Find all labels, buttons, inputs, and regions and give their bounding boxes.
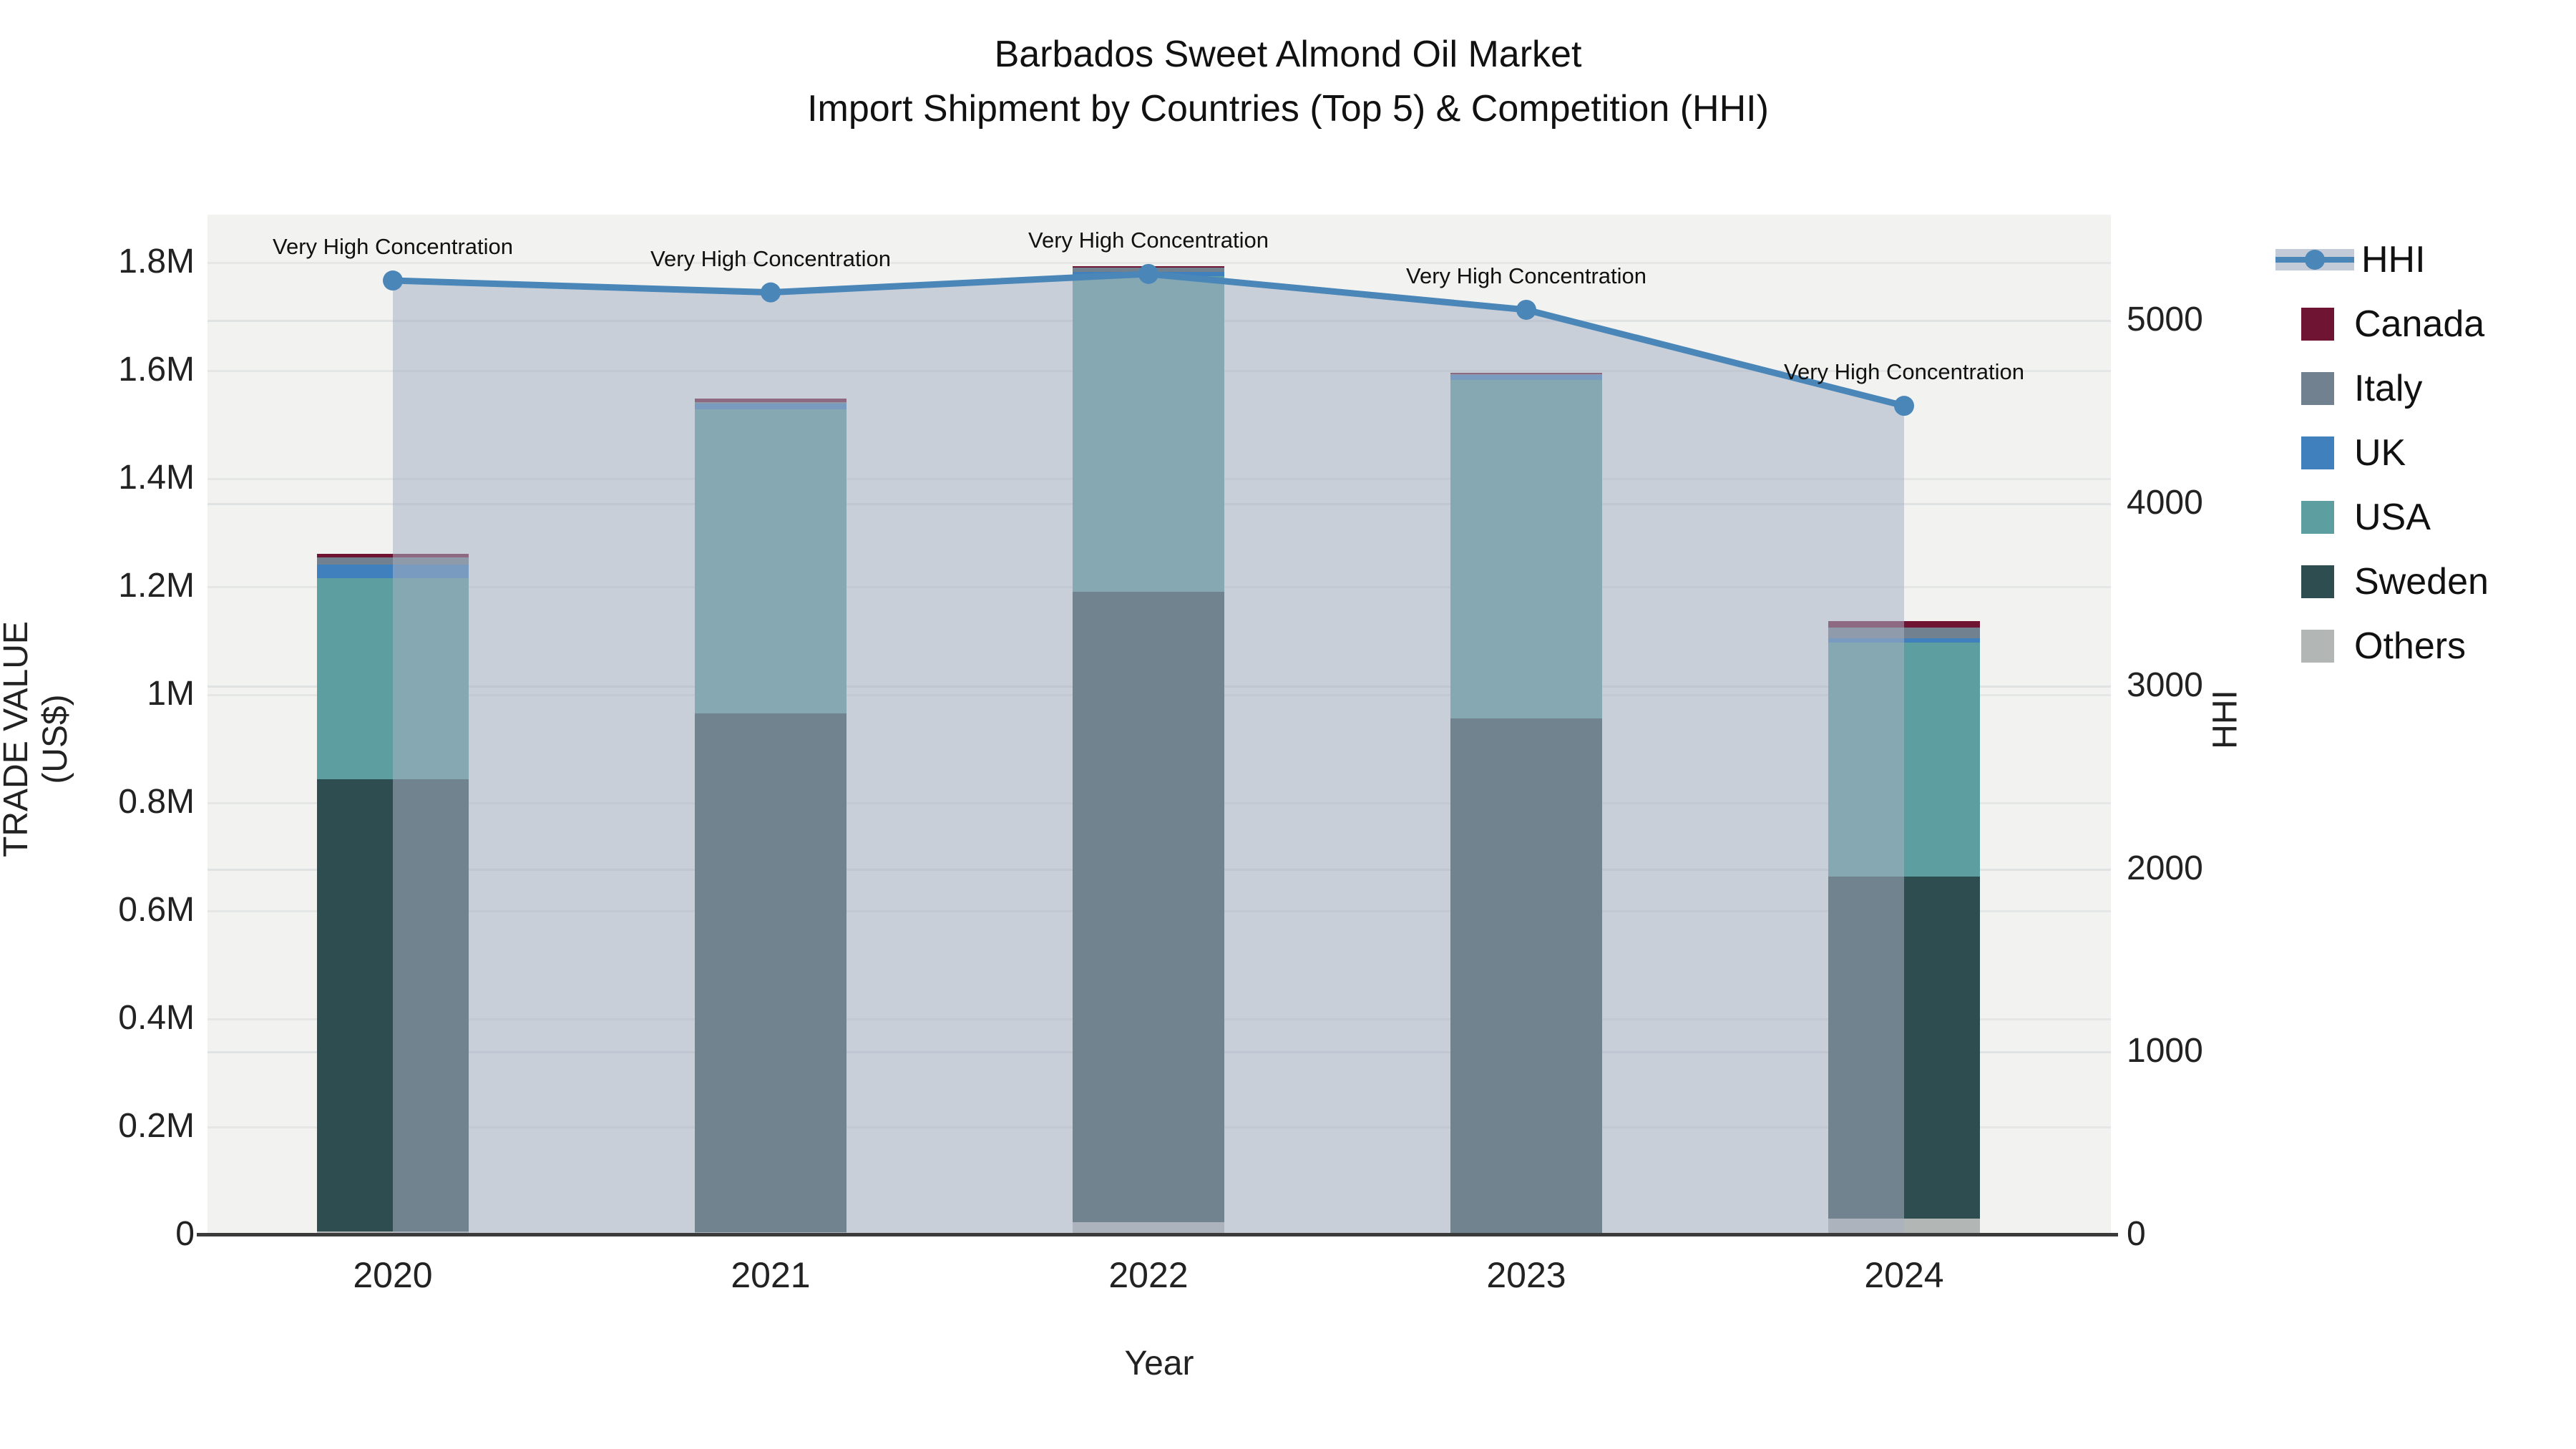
bar-2024-canada <box>1828 621 1980 628</box>
y-tick-left-0.4M: 0.4M <box>118 999 195 1037</box>
bar-2021-canada <box>695 399 847 403</box>
bar-2021-sweden <box>695 713 847 1232</box>
legend-swatch-others <box>2301 630 2334 663</box>
y-axis-title-left: TRADE VALUE (US$) <box>0 620 74 857</box>
legend-item-usa[interactable]: USA <box>2275 485 2489 550</box>
legend-swatch-uk <box>2301 436 2334 469</box>
legend-label-canada: Canada <box>2354 303 2485 345</box>
chart-title: Barbados Sweet Almond Oil Market Import … <box>0 27 2576 136</box>
gridline-value-1.8M <box>208 262 2111 264</box>
bar-2024-italy <box>1828 628 1980 639</box>
bar-2024-uk <box>1828 638 1980 643</box>
bar-2022-canada <box>1073 266 1224 268</box>
x-axis-title: Year <box>1124 1345 1194 1382</box>
legend-item-canada[interactable]: Canada <box>2275 292 2489 356</box>
bar-2022-italy <box>1073 268 1224 273</box>
legend-swatch-canada <box>2301 308 2334 341</box>
annotation-2022: Very High Concentration <box>1028 227 1269 253</box>
legend-swatch-usa <box>2301 501 2334 534</box>
bar-2020-sweden <box>317 779 469 1232</box>
bar-2021-usa <box>695 409 847 714</box>
annotation-2024: Very High Concentration <box>1783 359 2025 385</box>
bar-2023-canada <box>1450 372 1602 375</box>
x-tick-2024: 2024 <box>1864 1255 1944 1295</box>
legend-item-sweden[interactable]: Sweden <box>2275 550 2489 614</box>
x-tick-2021: 2021 <box>731 1255 811 1295</box>
bar-2023-italy <box>1450 374 1602 375</box>
legend-item-others[interactable]: Others <box>2275 614 2489 678</box>
x-axis-line <box>197 1233 2118 1236</box>
bar-2024-usa <box>1828 643 1980 877</box>
bar-2020-italy <box>317 557 469 565</box>
y-tick-left-1M: 1M <box>147 675 195 713</box>
chart-title-line2: Import Shipment by Countries (Top 5) & C… <box>807 88 1769 130</box>
y-tick-right-2000: 2000 <box>2127 849 2203 887</box>
legend-item-hhi[interactable]: HHI <box>2275 228 2489 292</box>
x-tick-2020: 2020 <box>353 1255 433 1295</box>
y-tick-left-1.2M: 1.2M <box>118 567 195 605</box>
bar-2020-canada <box>317 553 469 557</box>
legend-label-usa: USA <box>2354 497 2431 538</box>
bar-2022-uk <box>1073 272 1224 276</box>
y-tick-right-5000: 5000 <box>2127 301 2203 338</box>
bar-2023-usa <box>1450 379 1602 718</box>
hhi-legend-marker <box>2305 250 2325 270</box>
bar-2024-sweden <box>1828 877 1980 1219</box>
legend-label-italy: Italy <box>2354 368 2423 409</box>
bar-2023-uk <box>1450 374 1602 380</box>
y-tick-left-0.8M: 0.8M <box>118 783 195 821</box>
x-tick-2022: 2022 <box>1108 1255 1189 1295</box>
bar-2022-usa <box>1073 275 1224 592</box>
y-tick-right-0: 0 <box>2127 1215 2146 1253</box>
bar-2021-uk <box>695 403 847 410</box>
legend-item-uk[interactable]: UK <box>2275 421 2489 485</box>
y-tick-right-4000: 4000 <box>2127 483 2203 522</box>
bar-2021-italy <box>695 402 847 404</box>
y-tick-left-1.6M: 1.6M <box>118 351 195 389</box>
y-tick-left-0.6M: 0.6M <box>118 891 195 929</box>
legend-item-italy[interactable]: Italy <box>2275 356 2489 421</box>
y-tick-right-3000: 3000 <box>2127 666 2203 705</box>
annotation-2020: Very High Concentration <box>272 234 514 260</box>
legend: HHI Canada Italy UK USA Sweden Others <box>2275 228 2489 678</box>
bar-2020-usa <box>317 578 469 779</box>
chart-title-line1: Barbados Sweet Almond Oil Market <box>994 34 1582 75</box>
annotation-2021: Very High Concentration <box>650 245 892 271</box>
legend-label-hhi: HHI <box>2361 239 2426 280</box>
bar-2020-uk <box>317 564 469 579</box>
y-tick-left-1.4M: 1.4M <box>118 459 195 497</box>
y-tick-left-1.8M: 1.8M <box>118 243 195 280</box>
y-tick-left-0.2M: 0.2M <box>118 1107 195 1145</box>
bar-2023-sweden <box>1450 718 1602 1233</box>
legend-label-sweden: Sweden <box>2354 561 2489 602</box>
y-tick-left-0: 0 <box>175 1215 195 1253</box>
legend-label-others: Others <box>2354 625 2467 667</box>
y-tick-right-1000: 1000 <box>2127 1032 2203 1070</box>
hhi-legend-icon <box>2275 249 2354 270</box>
annotation-2023: Very High Concentration <box>1405 263 1647 288</box>
x-tick-2023: 2023 <box>1486 1255 1566 1295</box>
bar-2024-others <box>1828 1219 1980 1234</box>
bar-2022-sweden <box>1073 592 1224 1222</box>
legend-swatch-sweden <box>2301 565 2334 598</box>
legend-swatch-italy <box>2301 372 2334 405</box>
legend-label-uk: UK <box>2354 432 2406 474</box>
